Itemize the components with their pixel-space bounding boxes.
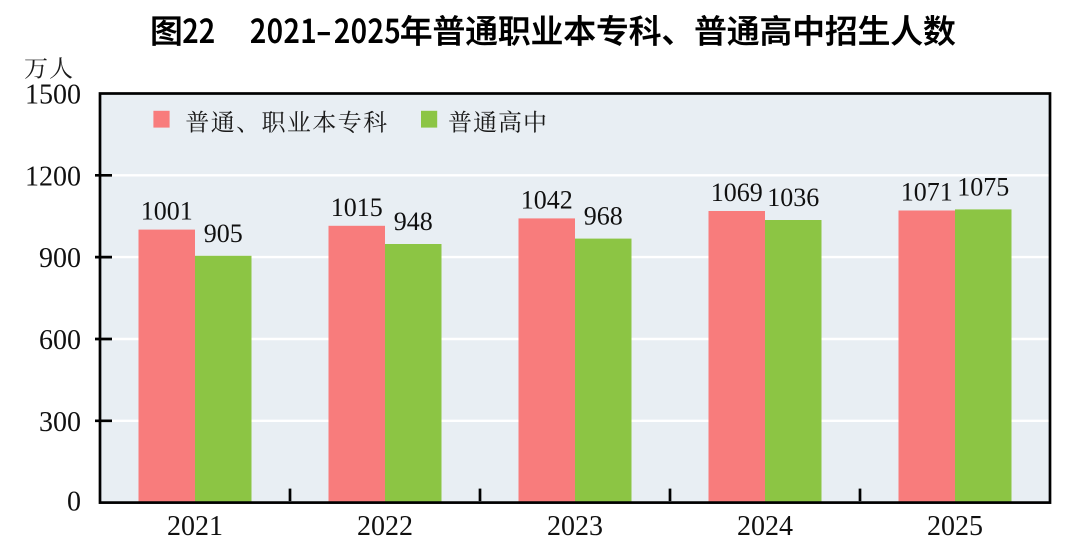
svg-text:1071: 1071 xyxy=(901,178,953,207)
svg-text:948: 948 xyxy=(394,207,433,236)
svg-text:900: 900 xyxy=(39,243,81,274)
svg-text:1036: 1036 xyxy=(767,183,819,212)
svg-text:905: 905 xyxy=(204,219,243,248)
svg-text:300: 300 xyxy=(39,407,81,438)
svg-text:1001: 1001 xyxy=(141,197,193,226)
svg-text:2021: 2021 xyxy=(167,511,223,542)
svg-text:2024: 2024 xyxy=(737,511,793,542)
svg-text:2022: 2022 xyxy=(357,511,413,542)
svg-text:1015: 1015 xyxy=(331,193,383,222)
svg-text:968: 968 xyxy=(584,202,623,231)
svg-text:1069: 1069 xyxy=(711,178,763,207)
svg-text:1042: 1042 xyxy=(521,185,573,214)
svg-text:1075: 1075 xyxy=(957,172,1009,201)
svg-text:2023: 2023 xyxy=(547,511,603,542)
svg-text:2025: 2025 xyxy=(927,511,983,542)
svg-text:600: 600 xyxy=(39,325,81,356)
svg-text:0: 0 xyxy=(67,487,81,518)
svg-text:1500: 1500 xyxy=(25,80,81,111)
svg-text:1200: 1200 xyxy=(25,161,81,192)
